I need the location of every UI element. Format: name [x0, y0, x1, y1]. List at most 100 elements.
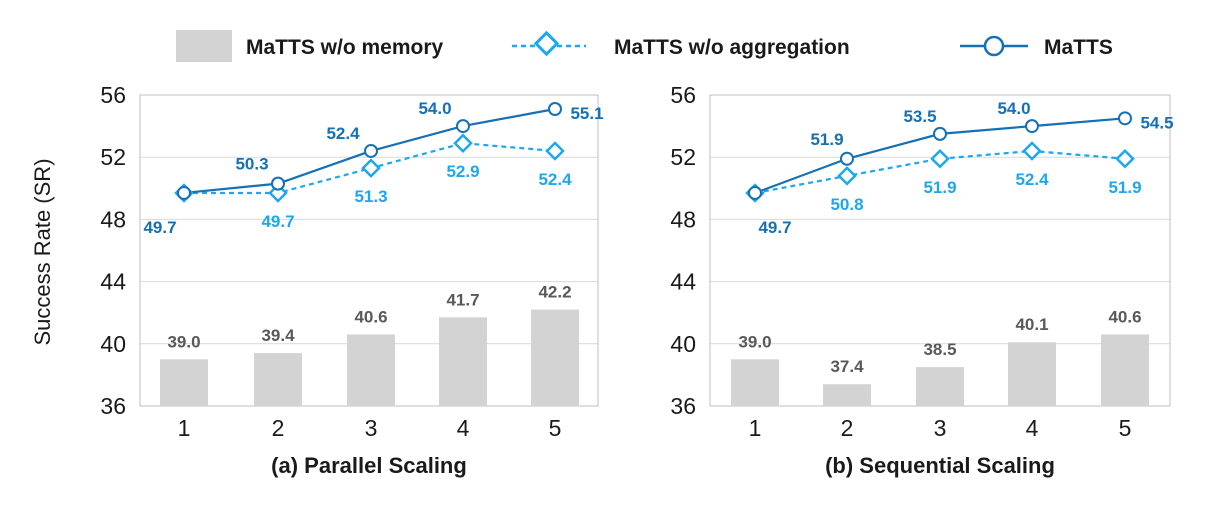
matts-point: [840, 151, 854, 166]
matts-point: [548, 101, 562, 116]
matts-data-label: 54.0: [418, 99, 451, 118]
aggregation-point: [1115, 148, 1135, 169]
data-labels: 39.0 39.4 40.6 41.7 42.2 49.7 51.3 52.9 52.4 49.7…: [143, 99, 603, 351]
panel-sequential-scaling: 39.0 37.4 38.5 40.1 40.6 50.8 51.9 52.4 51.9 49.7…: [670, 82, 1173, 478]
x-tick-label: 4: [1026, 415, 1039, 441]
bar-data-label: 40.6: [1108, 307, 1141, 326]
bar: [823, 384, 871, 406]
bar: [347, 334, 395, 406]
bar-data-label: 40.6: [354, 307, 387, 326]
matts-point: [748, 185, 762, 200]
matts-data-label: 49.7: [758, 218, 791, 237]
y-tick-label: 56: [100, 82, 126, 108]
aggregation-data-label: 52.9: [446, 162, 479, 181]
bar-data-label: 41.7: [446, 290, 479, 309]
matts-data-label: 49.7: [143, 218, 176, 237]
y-ticks: 36 40 44 48 52 56: [100, 82, 126, 419]
y-tick-label: 40: [670, 331, 696, 357]
aggregation-data-label: 52.4: [1015, 170, 1049, 189]
aggregation-point: [837, 166, 857, 186]
x-ticks: 1 2 3 4 5: [178, 415, 562, 441]
matts-point: [364, 143, 378, 158]
matts-point: [933, 126, 947, 141]
bar: [439, 317, 487, 406]
y-tick-label: 40: [100, 331, 126, 357]
aggregation-point: [453, 133, 473, 153]
legend-marker-aggregation: [533, 30, 560, 57]
line-series: [174, 101, 565, 203]
bar: [254, 353, 302, 406]
y-tick-label: 52: [670, 144, 696, 170]
x-tick-label: 3: [934, 415, 947, 441]
legend-label-bar: MaTTS w/o memory: [246, 36, 444, 59]
matts-point: [177, 185, 191, 200]
aggregation-data-label: 51.9: [923, 178, 956, 197]
legend-marker-matts: [983, 35, 1005, 57]
aggregation-data-label: 50.8: [830, 195, 863, 214]
bar-data-label: 40.1: [1015, 315, 1048, 334]
y-tick-label: 52: [100, 144, 126, 170]
bar-series: [731, 334, 1149, 406]
bar: [916, 367, 964, 406]
y-tick-label: 44: [670, 269, 696, 295]
bar: [531, 309, 579, 406]
x-tick-label: 4: [457, 415, 470, 441]
aggregation-data-label: 52.4: [538, 170, 572, 189]
legend-label-aggregation: MaTTS w/o aggregation: [614, 36, 850, 59]
matts-data-label: 53.5: [903, 107, 936, 126]
bar-series: [160, 309, 579, 406]
bar: [731, 359, 779, 406]
x-tick-label: 1: [749, 415, 762, 441]
matts-data-label: 55.1: [570, 104, 603, 123]
bar: [1101, 334, 1149, 406]
matts-data-label: 51.9: [810, 130, 843, 149]
y-ticks: 36 40 44 48 52 56: [670, 82, 696, 419]
aggregation-point: [930, 148, 950, 169]
matts-point: [271, 176, 285, 191]
y-tick-label: 36: [670, 393, 696, 419]
panel-parallel-scaling: 39.0 39.4 40.6 41.7 42.2 49.7 51.3 52.9 52.4 49.7…: [100, 82, 603, 478]
bar-data-label: 37.4: [830, 357, 864, 376]
bar-data-label: 39.0: [167, 332, 200, 351]
y-tick-label: 48: [100, 206, 126, 232]
panel-title: (a) Parallel Scaling: [271, 453, 467, 478]
bar-data-label: 42.2: [538, 283, 571, 302]
x-ticks: 1 2 3 4 5: [749, 415, 1132, 441]
matts-data-label: 54.0: [997, 99, 1030, 118]
aggregation-data-label: 51.9: [1108, 178, 1141, 197]
bar: [1008, 342, 1056, 406]
matts-point: [1118, 111, 1132, 126]
bar-data-label: 39.4: [261, 326, 295, 345]
matts-data-label: 54.5: [1140, 113, 1173, 132]
data-labels: 39.0 37.4 38.5 40.1 40.6 50.8 51.9 52.4 51.9 49.7…: [738, 99, 1173, 376]
y-tick-label: 36: [100, 393, 126, 419]
y-tick-label: 44: [100, 269, 126, 295]
aggregation-point: [545, 141, 565, 161]
x-tick-label: 2: [841, 415, 854, 441]
matts-data-label: 52.4: [326, 124, 360, 143]
bar: [160, 359, 208, 406]
aggregation-point: [361, 158, 381, 178]
aggregation-point: [1022, 141, 1042, 161]
matts-data-label: 50.3: [235, 155, 268, 174]
x-tick-label: 3: [365, 415, 378, 441]
x-tick-label: 1: [178, 415, 191, 441]
y-tick-label: 56: [670, 82, 696, 108]
aggregation-data-label: 49.7: [261, 212, 294, 231]
aggregation-data-label: 51.3: [354, 187, 387, 206]
legend-swatch-bar: [176, 30, 232, 62]
x-tick-label: 5: [1119, 415, 1132, 441]
y-axis-label: Success Rate (SR): [30, 158, 55, 345]
bar-data-label: 39.0: [738, 332, 771, 351]
x-tick-label: 2: [272, 415, 285, 441]
line-series: [745, 111, 1135, 203]
legend-label-matts: MaTTS: [1044, 36, 1113, 59]
legend: MaTTS w/o memory MaTTS w/o aggregation M…: [176, 30, 1113, 62]
matts-point: [456, 119, 470, 134]
matts-point: [1025, 119, 1039, 134]
x-tick-label: 5: [549, 415, 562, 441]
panel-title: (b) Sequential Scaling: [825, 453, 1055, 478]
y-tick-label: 48: [670, 206, 696, 232]
bar-data-label: 38.5: [923, 340, 956, 359]
